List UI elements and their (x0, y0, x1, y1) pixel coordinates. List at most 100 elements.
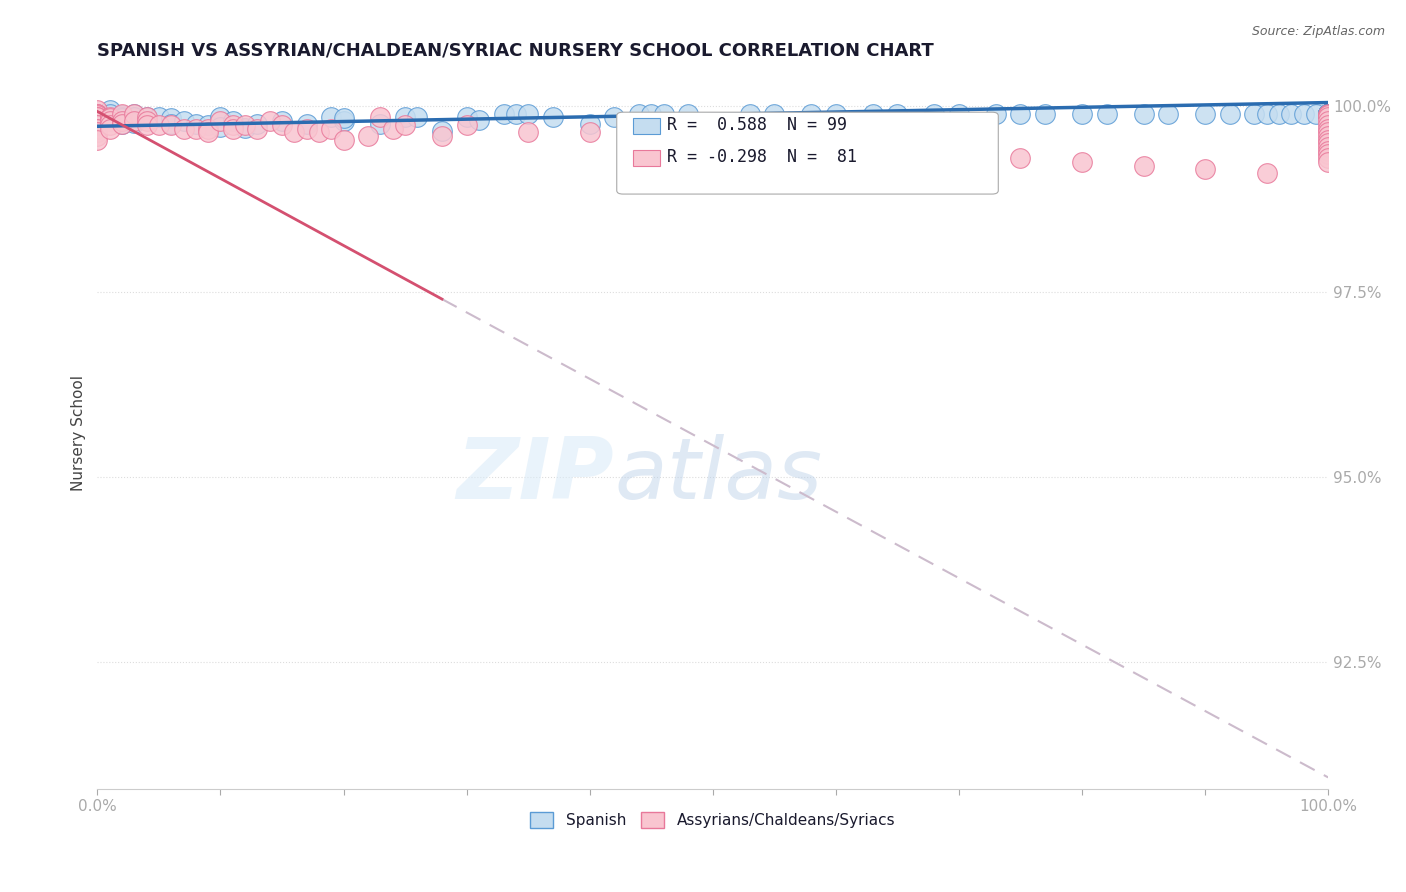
Point (1317, 106, 1340, 120)
Bar (633, 150, 659, 166)
Point (86, 121, 108, 136)
Point (111, 117, 134, 131)
Point (332, 114, 354, 128)
Point (173, 114, 195, 128)
Point (702, 117, 724, 131)
Point (197, 125, 219, 139)
Point (1317, 144, 1340, 158)
Point (1317, 106, 1340, 120)
Point (1317, 118, 1340, 132)
Point (86, 106, 108, 120)
Point (1317, 106, 1340, 120)
Point (1317, 106, 1340, 120)
Point (98, 112, 121, 127)
Point (1317, 151, 1340, 165)
Point (1317, 106, 1340, 120)
Point (738, 106, 761, 120)
Point (1317, 136, 1340, 151)
Point (640, 106, 662, 120)
Point (1317, 106, 1340, 120)
Point (984, 106, 1007, 120)
Point (1317, 106, 1340, 120)
Point (111, 114, 134, 128)
Point (111, 106, 134, 120)
Point (98, 118, 121, 132)
Point (86, 108, 108, 122)
Point (1194, 162, 1216, 177)
Point (86, 111, 108, 125)
Legend: Spanish, Assyrians/Chaldeans/Syriacs: Spanish, Assyrians/Chaldeans/Syriacs (524, 806, 901, 834)
Point (1243, 106, 1265, 120)
Point (1317, 106, 1340, 120)
Point (1095, 106, 1118, 120)
Point (86, 118, 108, 132)
Point (824, 140, 846, 154)
Text: Source: ZipAtlas.com: Source: ZipAtlas.com (1251, 25, 1385, 38)
Point (259, 114, 281, 128)
Point (1305, 106, 1327, 120)
Point (86, 108, 108, 122)
Point (1279, 106, 1302, 120)
Text: ZIP: ZIP (457, 434, 614, 516)
Point (1317, 106, 1340, 120)
Point (222, 118, 245, 132)
Point (197, 121, 219, 136)
Point (233, 120, 256, 135)
Point (468, 113, 491, 128)
Point (321, 121, 343, 136)
Point (886, 106, 908, 120)
Point (456, 118, 478, 132)
Point (406, 111, 429, 125)
Point (86, 133, 108, 147)
Point (1317, 111, 1340, 125)
Point (86, 106, 108, 120)
FancyBboxPatch shape (617, 112, 998, 194)
Point (505, 106, 527, 120)
Point (948, 106, 970, 120)
Y-axis label: Nursery School: Nursery School (72, 375, 86, 491)
Point (1010, 151, 1032, 165)
Point (1317, 106, 1340, 120)
Point (86, 125, 108, 139)
Point (124, 106, 146, 120)
Point (1317, 106, 1340, 120)
Point (578, 117, 600, 131)
Point (1071, 154, 1094, 169)
Point (321, 111, 343, 125)
Point (1317, 106, 1340, 120)
Point (246, 121, 269, 136)
Point (124, 110, 146, 124)
Point (603, 111, 626, 125)
Point (1317, 121, 1340, 136)
Point (1219, 106, 1241, 120)
Bar (633, 118, 659, 134)
Point (271, 118, 294, 132)
Point (456, 111, 478, 125)
Point (86, 115, 108, 129)
Point (541, 110, 564, 124)
Point (98, 111, 121, 125)
Text: R = -0.298  N =  81: R = -0.298 N = 81 (668, 148, 858, 166)
Point (86, 121, 108, 136)
Point (135, 114, 157, 128)
Point (111, 111, 134, 125)
Point (517, 106, 540, 120)
Point (1033, 106, 1056, 120)
Point (222, 121, 245, 136)
Point (111, 117, 134, 131)
Point (160, 117, 183, 131)
Point (1317, 106, 1340, 120)
Point (1317, 125, 1340, 139)
Point (1292, 106, 1315, 120)
Point (1317, 133, 1340, 147)
Point (702, 133, 724, 147)
Point (517, 125, 540, 139)
Point (381, 121, 404, 136)
Point (1317, 106, 1340, 120)
Point (209, 111, 232, 125)
Point (86, 103, 108, 117)
Point (98, 106, 121, 120)
Point (1317, 106, 1340, 120)
Point (1132, 106, 1154, 120)
Point (98, 103, 121, 117)
